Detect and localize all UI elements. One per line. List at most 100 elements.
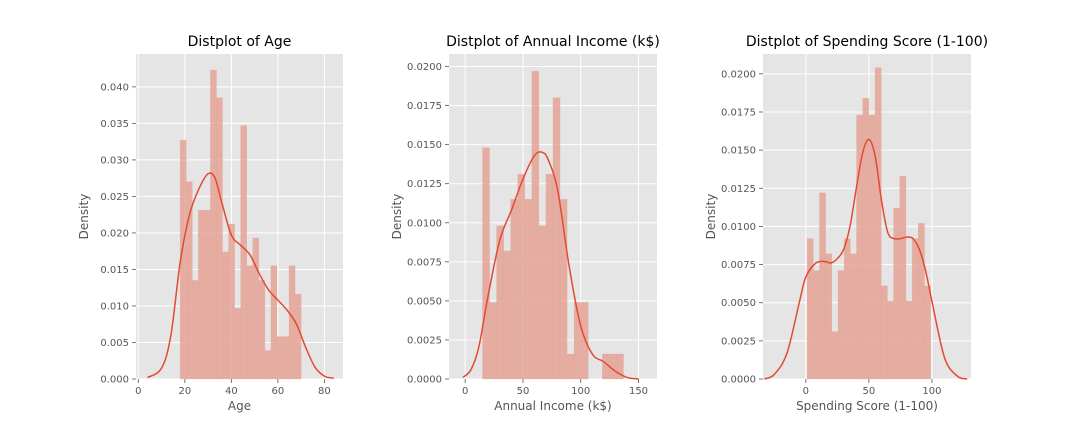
y-tick-label: 0.0000 (407, 375, 442, 386)
histogram-bar (899, 175, 907, 380)
y-tick-label: 0.0000 (721, 375, 756, 386)
histogram-bar (911, 238, 919, 380)
histogram-bar (216, 97, 223, 380)
x-tick-label: 60 (272, 386, 285, 397)
histogram-bar (905, 300, 913, 380)
histogram-bar (880, 285, 888, 380)
x-tick-labels: 0 50 100 150 (462, 379, 648, 397)
x-tick-label: 0 (462, 386, 468, 397)
x-tick-label: 20 (178, 386, 191, 397)
histogram-bar (559, 199, 568, 380)
y-tick-label: 0.010 (100, 301, 129, 312)
histogram-bar (252, 237, 260, 380)
y-tick-label: 0.0075 (721, 260, 756, 271)
y-axis-label: Density (390, 194, 404, 240)
x-tick-labels: 0 20 40 60 80 (135, 379, 331, 397)
histogram-bar (185, 181, 193, 380)
histogram-bar (806, 238, 814, 380)
histogram-bar (850, 253, 857, 380)
x-tick-label: 150 (629, 386, 648, 397)
x-tick-label: 0 (135, 386, 141, 397)
histogram-bar (843, 238, 851, 380)
y-tick-label: 0.005 (100, 338, 129, 349)
histogram-bar (918, 223, 925, 380)
x-tick-label: 100 (922, 386, 941, 397)
y-tick-label: 0.0175 (407, 101, 442, 112)
histogram-bar (482, 147, 490, 380)
histogram-bar (228, 223, 235, 380)
x-tick-label: 80 (318, 386, 331, 397)
histogram-bar (531, 70, 540, 380)
histogram-bar (240, 125, 247, 380)
x-tick-label: 50 (517, 386, 530, 397)
y-tick-label: 0.040 (100, 82, 129, 93)
histogram-bars (179, 69, 302, 380)
histogram-bar (270, 265, 278, 380)
y-tick-label: 0.0150 (407, 140, 442, 151)
y-tick-label: 0.000 (100, 375, 129, 386)
y-tick-label: 0.015 (100, 265, 129, 276)
histogram-bar (276, 336, 284, 380)
y-tick-label: 0.0200 (407, 62, 442, 73)
histogram-bar (887, 300, 894, 380)
y-tick-label: 0.025 (100, 192, 129, 203)
x-axis-label: Age (228, 399, 251, 413)
histogram-bar (288, 265, 296, 380)
histogram-bar (204, 210, 211, 380)
y-axis-label: Density (77, 194, 91, 240)
histogram-bar (545, 174, 554, 380)
y-tick-labels: 0.000 0.005 0.010 0.015 0.020 0.025 0.030 0.035… (100, 82, 136, 386)
y-tick-label: 0.0025 (721, 336, 756, 347)
x-axis-label: Spending Score (1-100) (796, 399, 938, 413)
histogram-bar (813, 270, 820, 380)
histogram-bar (222, 251, 229, 380)
y-tick-labels: 0.0000 0.0025 0.0050 0.0075 0.0100 0.0125 0.01… (407, 62, 449, 386)
x-tick-label: 40 (225, 386, 238, 397)
histogram-bar (282, 336, 290, 380)
y-tick-label: 0.0200 (721, 69, 756, 80)
histogram-bar (825, 253, 833, 380)
histogram-bar (924, 285, 931, 380)
y-tick-label: 0.0125 (407, 179, 442, 190)
x-tick-label: 0 (803, 386, 809, 397)
y-tick-label: 0.0075 (407, 257, 442, 268)
y-tick-label: 0.035 (100, 119, 129, 130)
y-axis-label: Density (704, 194, 718, 240)
histogram-bar (258, 280, 266, 380)
histogram-bar (552, 97, 561, 380)
y-tick-label: 0.0175 (721, 107, 756, 118)
y-tick-label: 0.0050 (721, 298, 756, 309)
chart-title: Distplot of Annual Income (k$) (446, 34, 660, 50)
histogram-bars (482, 70, 624, 380)
histogram-bar (831, 331, 839, 380)
histogram-bars (806, 67, 931, 380)
histogram-bar (198, 210, 205, 380)
subplot-annual-income: 0 50 100 150 0.0000 0.0025 0.0050 0.0075 0.0100… (390, 34, 660, 413)
histogram-bar (517, 174, 526, 380)
subplot-age: 0 20 40 60 80 0.000 0.005 0.010 0.015 0.020 0.025… (77, 34, 343, 413)
x-tick-label: 50 (863, 386, 876, 397)
chart-title: Distplot of Age (188, 34, 292, 50)
histogram-bar (524, 199, 533, 380)
y-tick-label: 0.0100 (407, 218, 442, 229)
x-tick-label: 100 (571, 386, 590, 397)
y-tick-label: 0.0025 (407, 335, 442, 346)
y-tick-label: 0.020 (100, 228, 129, 239)
histogram-bar (503, 250, 511, 380)
histogram-bar (616, 353, 624, 380)
y-tick-label: 0.0100 (721, 222, 756, 233)
histogram-bar (837, 270, 845, 380)
y-tick-label: 0.0150 (721, 146, 756, 157)
histogram-bar (580, 302, 589, 380)
kde-curve (763, 138, 968, 380)
kde-curve (462, 151, 639, 380)
chart-title: Distplot of Spending Score (1-100) (746, 34, 988, 50)
histogram-bar (234, 307, 241, 380)
histogram-bar (566, 353, 575, 380)
y-tick-label: 0.0050 (407, 296, 442, 307)
kde-curve (147, 172, 334, 380)
histogram-bar (819, 192, 826, 380)
histogram-bar (246, 265, 254, 380)
y-tick-label: 0.0125 (721, 184, 756, 195)
